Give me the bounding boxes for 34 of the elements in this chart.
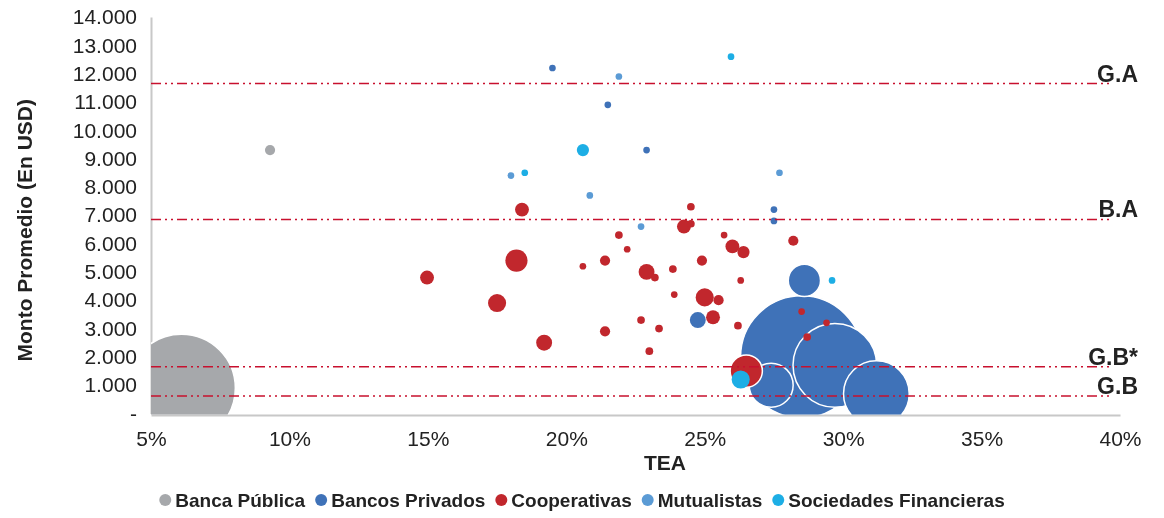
x-tick-label: 5%: [136, 426, 167, 450]
legend-label: Bancos Privados: [331, 490, 486, 511]
legend-label: Sociedades Financieras: [788, 490, 1005, 511]
y-tick-label: 10.000: [72, 118, 137, 142]
x-tick-label: 10%: [268, 426, 311, 450]
x-tick-label: 35%: [961, 426, 1004, 450]
y-tick-label: 3.000: [84, 316, 137, 340]
legend-label: Mutualistas: [657, 490, 763, 511]
x-tick-label: 15%: [407, 426, 450, 450]
y-tick-label: 5.000: [84, 260, 137, 284]
y-tick-label: 6.000: [84, 231, 137, 255]
y-tick-label: 1.000: [84, 373, 137, 397]
y-tick-label: -: [130, 401, 137, 425]
y-tick-label: 9.000: [84, 146, 137, 170]
y-tick-label: 4.000: [84, 288, 137, 312]
ref-line-label: B.A: [1098, 196, 1138, 223]
x-tick-label: 30%: [822, 426, 865, 450]
x-tick-label: 20%: [545, 426, 588, 450]
legend-label: Banca Pública: [175, 490, 306, 511]
legend-label: Cooperativas: [511, 490, 632, 511]
x-axis-title: TEA: [644, 451, 686, 474]
y-axis-title: Monto Promedio (En USD): [13, 99, 36, 362]
y-tick-label: 8.000: [84, 175, 137, 199]
ref-line-label: G.B*: [1088, 343, 1139, 370]
y-tick-label: 7.000: [84, 203, 137, 227]
x-tick-label: 40%: [1099, 426, 1142, 450]
y-tick-label: 12.000: [72, 61, 137, 85]
ref-line-label: G.A: [1097, 60, 1138, 87]
ref-line-label: G.B: [1097, 372, 1138, 399]
y-tick-label: 14.000: [72, 5, 137, 29]
y-tick-label: 13.000: [72, 33, 137, 57]
x-tick-label: 25%: [684, 426, 727, 450]
y-tick-label: 2.000: [84, 345, 137, 369]
y-tick-label: 11.000: [74, 90, 137, 114]
